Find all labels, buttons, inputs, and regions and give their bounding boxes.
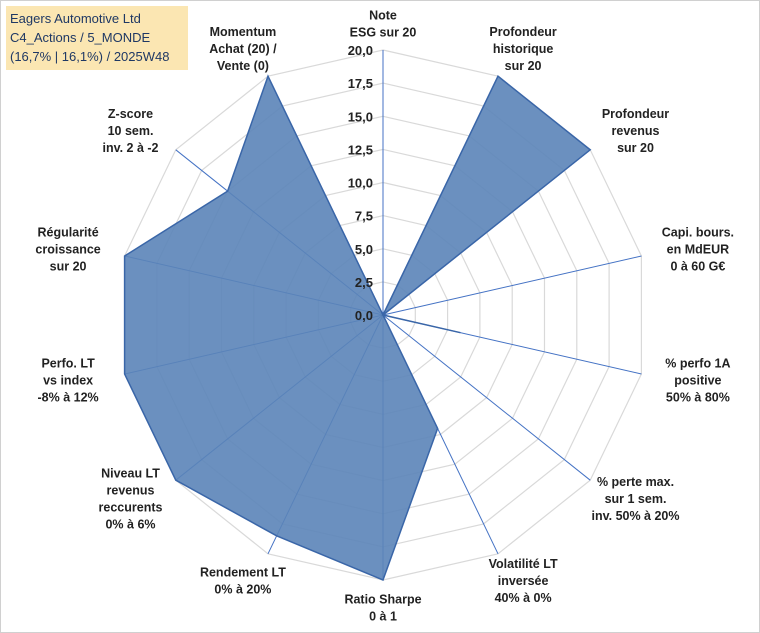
tick-label: 2,5 — [355, 275, 373, 290]
axis-label-line: Momentum — [210, 25, 277, 39]
axis-label-line: Niveau LT — [101, 466, 160, 480]
axis-spoke — [382, 255, 642, 316]
axis-label: Rendement LT 0% à 20% — [200, 565, 286, 596]
company-name: Eagers Automotive Ltd — [10, 11, 141, 26]
tick-label: 12,5 — [348, 142, 373, 157]
axis-label-line: Profondeur — [489, 25, 556, 39]
tick-label: 7,5 — [355, 209, 373, 224]
score-period: (16,7% | 16,1%) / 2025W48 — [10, 49, 170, 64]
axis-label: % perfo 1A positive 50% à 80% — [665, 357, 730, 405]
axis-label-line: reccurents — [99, 500, 163, 514]
axis-spoke — [382, 314, 591, 481]
axis-label-line: en MdEUR — [667, 242, 730, 256]
axis-label: % perte max. sur 1 sem. inv. 50% à 20% — [591, 475, 679, 523]
axis-label: Note ESG sur 20 — [350, 9, 417, 40]
axis-label-line: sur 20 — [50, 259, 87, 273]
axis-label-line: inv. 50% à 20% — [591, 509, 679, 523]
chart-title-box: Eagers Automotive Ltd C4_Actions / 5_MON… — [6, 6, 188, 70]
radar-series — [123, 74, 592, 581]
tick-label: 0,0 — [355, 308, 373, 323]
axis-label-line: revenus — [612, 124, 660, 138]
series-area — [123, 74, 592, 581]
axis-label: Niveau LT revenus reccurents 0% à 6% — [99, 466, 163, 531]
axis-label: Volatilité LT inversée 40% à 0% — [489, 557, 558, 605]
axis-label-line: Vente (0) — [217, 59, 269, 73]
axis-label-line: sur 20 — [617, 141, 654, 155]
axis-label-line: Achat (20) / — [209, 42, 277, 56]
axis-label-line: inv. 2 à -2 — [102, 141, 158, 155]
axis-label-line: Volatilité LT — [489, 557, 558, 571]
tick-label: 15,0 — [348, 109, 373, 124]
axis-label-line: Ratio Sharpe — [344, 593, 421, 607]
tick-label: 5,0 — [355, 242, 373, 257]
axis-label: Régularité croissance sur 20 — [35, 225, 100, 273]
axis-label-line: Rendement LT — [200, 565, 286, 579]
axis-label-line: 0 à 1 — [369, 610, 397, 624]
axis-label-line: 10 sem. — [108, 124, 154, 138]
axis-label: Perfo. LT vs index -8% à 12% — [38, 357, 99, 405]
axis-label-line: Z-score — [108, 107, 153, 121]
axis-label-line: vs index — [43, 374, 93, 388]
axis-label-line: 0% à 6% — [105, 517, 155, 531]
axis-label-line: Régularité — [38, 225, 99, 239]
axis-label-line: -8% à 12% — [38, 391, 99, 405]
axis-label-line: 50% à 80% — [666, 391, 730, 405]
axis-label: Ratio Sharpe 0 à 1 — [344, 593, 421, 624]
axis-label: Profondeur revenus sur 20 — [602, 107, 669, 155]
axis-label-line: ESG sur 20 — [350, 26, 417, 40]
tick-label: 17,5 — [348, 76, 373, 91]
axis-label-line: 0% à 20% — [214, 582, 271, 596]
axis-label-line: positive — [674, 374, 721, 388]
radar-category-labels: Note ESG sur 20 Profondeur historique sur 20… — [35, 9, 734, 624]
axis-label-line: Capi. bours. — [662, 225, 734, 239]
axis-label-line: 40% à 0% — [495, 591, 552, 605]
axis-label-line: inversée — [498, 574, 549, 588]
axis-label: Profondeur historique sur 20 — [489, 25, 556, 73]
radar-tick-labels: 0,0 2,5 5,0 7,5 10,0 12,5 15,0 17,5 20,0 — [348, 43, 373, 323]
axis-label-line: Perfo. LT — [41, 357, 95, 371]
axis-label: Momentum Achat (20) / Vente (0) — [209, 25, 277, 73]
axis-label: Z-score 10 sem. inv. 2 à -2 — [102, 107, 158, 155]
axis-label-line: Note — [369, 9, 397, 23]
tick-label: 10,0 — [348, 176, 373, 191]
axis-label-line: % perte max. — [597, 475, 674, 489]
axis-label-line: sur 20 — [505, 59, 542, 73]
axis-label-line: 0 à 60 G€ — [670, 259, 725, 273]
axis-label-line: sur 1 sem. — [605, 492, 667, 506]
tick-label: 20,0 — [348, 43, 373, 58]
axis-label-line: % perfo 1A — [665, 357, 730, 371]
axis-label-line: revenus — [107, 483, 155, 497]
axis-label-line: croissance — [35, 242, 100, 256]
axis-label-line: historique — [493, 42, 553, 56]
portfolio-name: C4_Actions / 5_MONDE — [10, 30, 151, 45]
axis-label-line: Profondeur — [602, 107, 669, 121]
axis-label: Capi. bours. en MdEUR 0 à 60 G€ — [662, 225, 734, 273]
